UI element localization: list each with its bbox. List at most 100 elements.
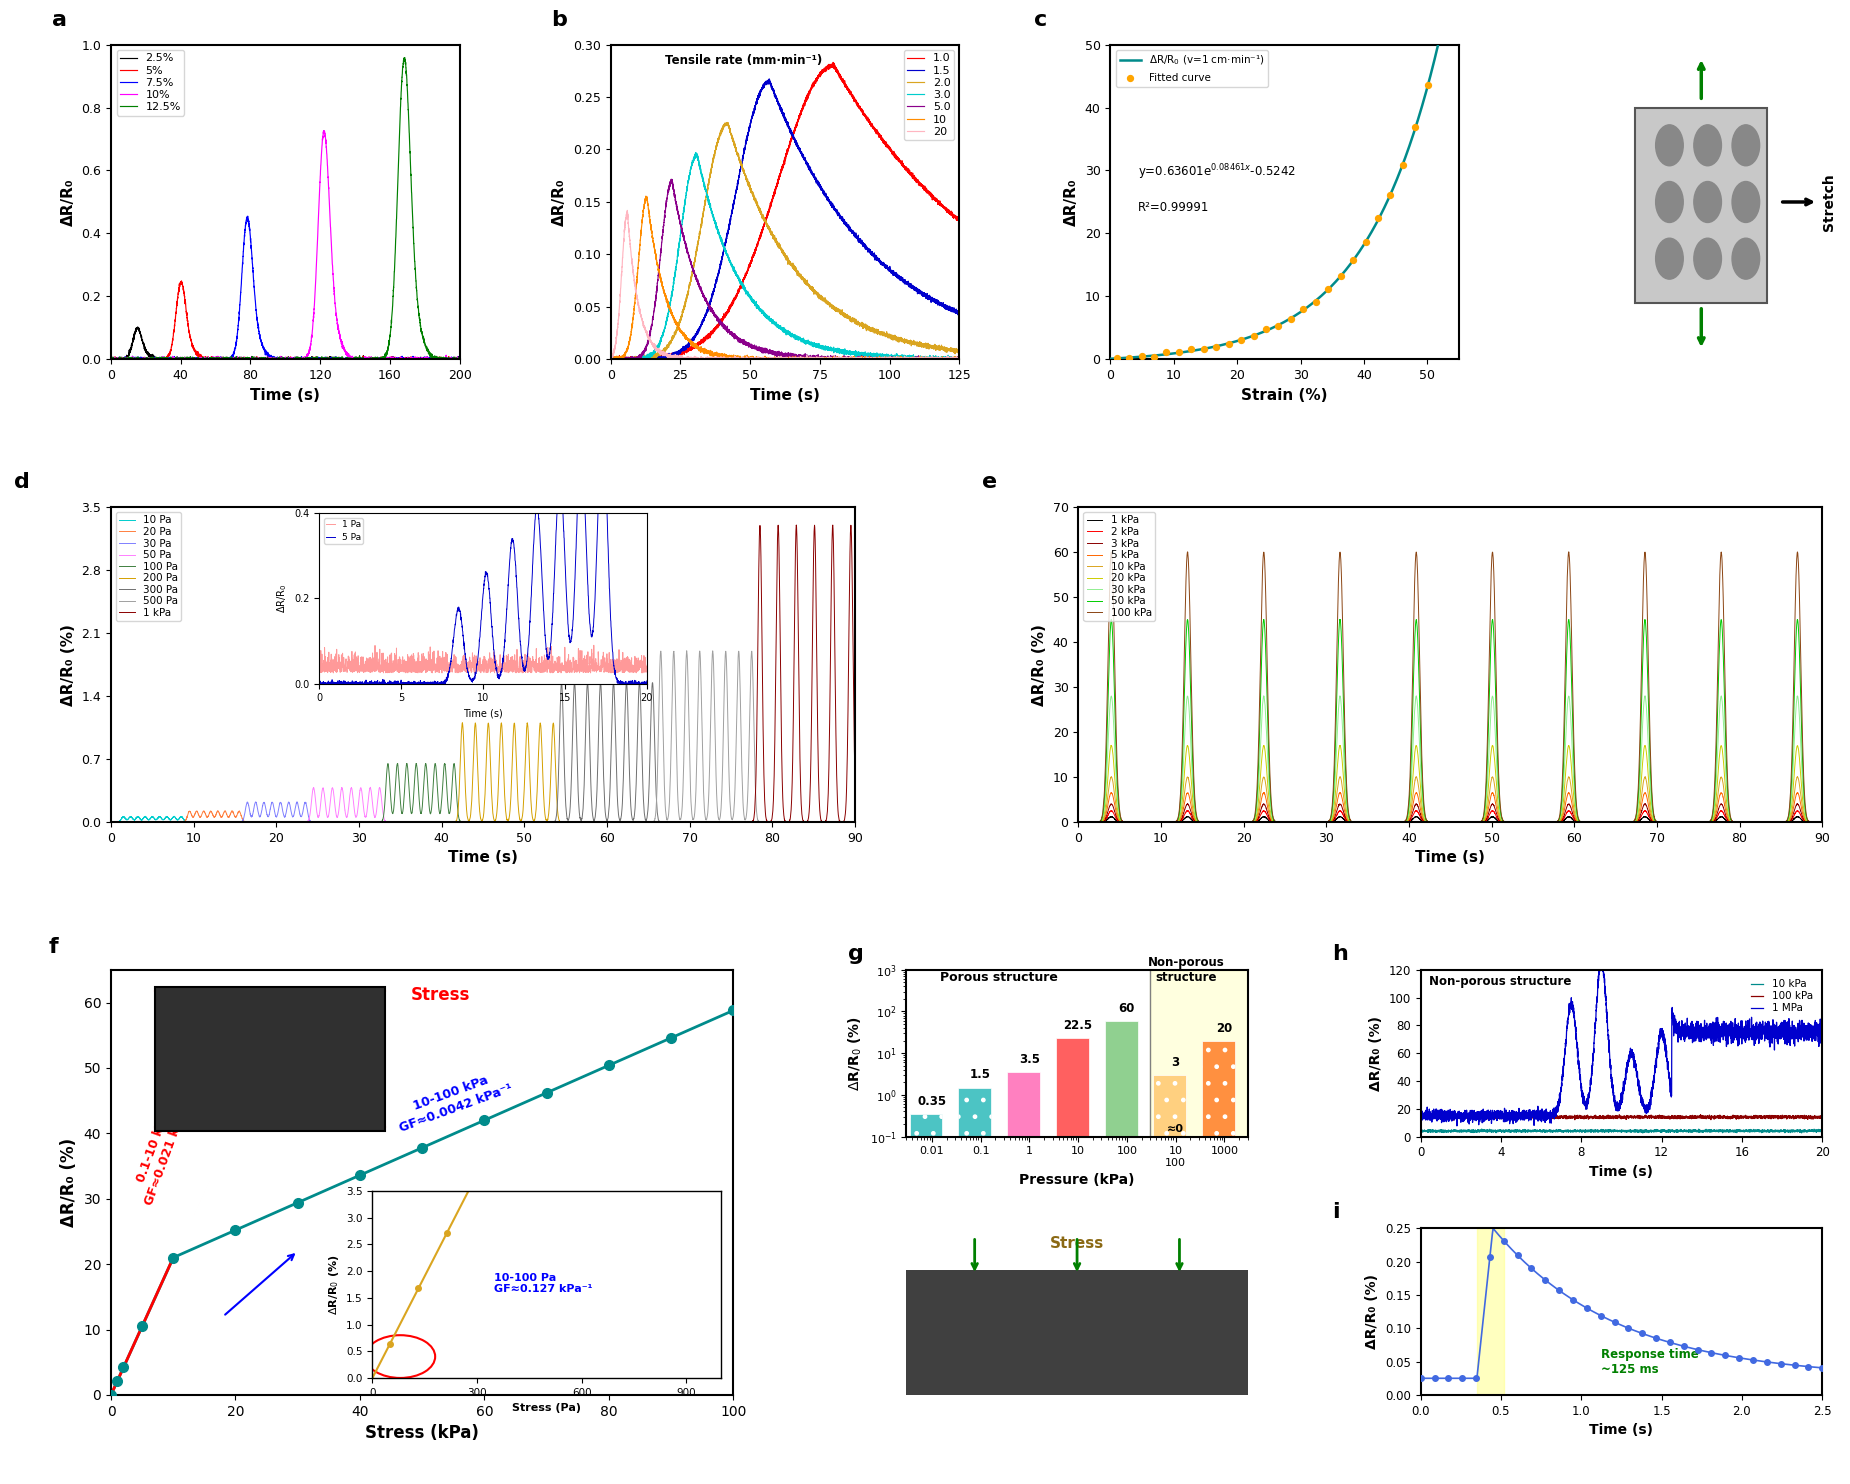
Y-axis label: ΔR/R₀: ΔR/R₀ [1064, 178, 1079, 226]
Fitted curve [1264, 315, 1293, 338]
50 kPa [1654, 813, 1676, 831]
12.5% [100, 350, 122, 368]
7.5% [100, 350, 122, 368]
50 kPa [1798, 813, 1820, 831]
20 [668, 350, 690, 368]
20 [827, 350, 849, 368]
50 Pa [100, 813, 122, 831]
12.5% [250, 350, 272, 368]
10 kPa [1471, 1120, 1493, 1138]
10 kPa [1110, 813, 1132, 831]
2.5% [250, 350, 272, 368]
Line: 1 kPa: 1 kPa [111, 525, 855, 822]
Text: 20: 20 [1215, 1021, 1232, 1034]
200 Pa [555, 813, 577, 831]
30 Pa [142, 813, 165, 831]
Line: 5 kPa: 5 kPa [1079, 792, 1822, 822]
10 [733, 350, 755, 368]
1 kPa [100, 813, 122, 831]
Fitted curve [1164, 340, 1193, 364]
1 MPa [1798, 1025, 1820, 1043]
20 kPa [1798, 813, 1820, 831]
Legend: $\Delta$R/R$_0$ (v=1 cm·min⁻¹), Fitted curve: $\Delta$R/R$_0$ (v=1 cm·min⁻¹), Fitted c… [1116, 50, 1269, 88]
$\Delta$R/R$_0$ (v=1 cm·min⁻¹) [1288, 304, 1310, 322]
Bar [1635, 107, 1767, 303]
1.5 [886, 269, 908, 286]
100 kPa [1536, 1106, 1558, 1123]
5% [266, 350, 289, 368]
50 kPa [1067, 813, 1090, 831]
50 Pa [832, 813, 855, 831]
10% [448, 350, 470, 368]
Line: 100 kPa: 100 kPa [1421, 1114, 1822, 1120]
2.5% [353, 350, 376, 368]
20 kPa [1067, 813, 1090, 831]
Line: 1.0: 1.0 [610, 62, 960, 359]
$\Delta$R/R$_0$ (v=1 cm·min⁻¹) [1099, 350, 1121, 368]
Line: $\Delta$R/R$_0$ (v=1 cm·min⁻¹): $\Delta$R/R$_0$ (v=1 cm·min⁻¹) [1110, 0, 1460, 359]
Line: 20 Pa: 20 Pa [111, 810, 855, 822]
300 Pa [566, 746, 588, 764]
500 Pa [100, 813, 122, 831]
30 kPa [1265, 813, 1288, 831]
Line: 50 Pa: 50 Pa [111, 788, 855, 822]
3 kPa [1523, 813, 1545, 831]
Line: 2.0: 2.0 [610, 123, 960, 359]
20 [949, 350, 971, 368]
20 Pa [555, 813, 577, 831]
3.0 [808, 337, 831, 355]
Fitted curve [1177, 337, 1206, 361]
12.5% [438, 350, 461, 368]
Text: d: d [15, 472, 30, 493]
5.0 [886, 350, 908, 368]
1.0 [808, 64, 831, 82]
2.0 [949, 343, 971, 361]
100 kPa [1534, 813, 1556, 831]
Fitted curve [1338, 248, 1367, 272]
Line: 2 kPa: 2 kPa [1079, 810, 1822, 822]
Line: 1 kPa: 1 kPa [1079, 816, 1822, 822]
Fitted curve [1388, 153, 1417, 177]
30 Pa [100, 813, 122, 831]
12.5% [448, 350, 470, 368]
5% [438, 350, 461, 368]
100 Pa [832, 813, 855, 831]
200 Pa [142, 813, 165, 831]
1 kPa [821, 516, 844, 534]
20 [662, 349, 684, 367]
50 Pa [566, 813, 588, 831]
1.0 [827, 64, 849, 82]
50 Pa [359, 779, 381, 797]
30 Pa [555, 813, 577, 831]
20 Pa [100, 813, 122, 831]
Fitted curve [1289, 298, 1319, 322]
1 kPa [555, 813, 577, 831]
10% [438, 350, 461, 368]
2.0 [827, 301, 849, 319]
1 kPa [300, 813, 322, 831]
100 kPa [1600, 1109, 1622, 1126]
30 kPa [1634, 687, 1656, 705]
1 MPa [1811, 1021, 1833, 1039]
30 Pa [686, 813, 709, 831]
100 Pa [686, 813, 709, 831]
Bar [1151, 971, 1258, 1137]
100 kPa [1523, 813, 1545, 831]
100 kPa [1410, 1109, 1432, 1126]
10 kPa [1534, 813, 1556, 831]
30 Pa [100, 813, 122, 831]
Y-axis label: ΔR/R₀ (%): ΔR/R₀ (%) [1369, 1015, 1384, 1091]
3.0 [827, 341, 849, 359]
2 kPa [1811, 813, 1833, 831]
5% [100, 350, 122, 368]
100 kPa [1798, 813, 1820, 831]
100 Pa [844, 813, 866, 831]
1 kPa [832, 813, 855, 831]
10 Pa [566, 813, 588, 831]
5 kPa [1067, 813, 1090, 831]
30 kPa [1067, 813, 1090, 831]
3 kPa [1798, 813, 1820, 831]
Fitted curve [1251, 318, 1280, 341]
10 kPa [1702, 1122, 1724, 1140]
200 Pa [686, 813, 709, 831]
